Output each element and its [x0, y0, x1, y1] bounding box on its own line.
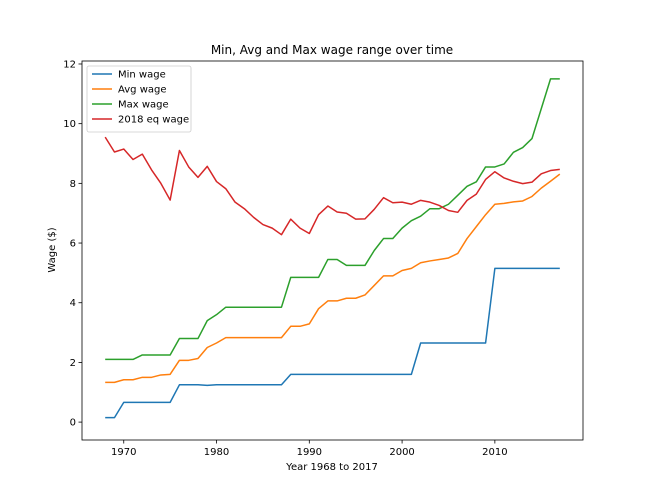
series-line-3 [104, 136, 560, 236]
legend-label: 2018 eq wage [118, 115, 189, 126]
legend-label: Min wage [118, 70, 166, 81]
y-axis-label: Wage ($) [47, 227, 58, 272]
x-tick-label: 2000 [389, 447, 414, 458]
x-tick-label: 2010 [482, 447, 507, 458]
y-tick-label: 2 [70, 358, 76, 369]
y-tick-label: 6 [70, 239, 76, 250]
plot-lines [104, 78, 561, 419]
y-axis-ticks: 0 2 4 6 8 10 12 [63, 59, 82, 429]
x-tick-label: 1990 [297, 447, 322, 458]
y-tick-label: 10 [63, 119, 76, 130]
y-tick-label: 4 [70, 298, 76, 309]
series-line-2 [105, 78, 560, 361]
legend: Min wage Avg wage Max wage 2018 eq wage [86, 65, 192, 133]
legend-label: Max wage [118, 100, 169, 111]
series-line-1 [105, 173, 561, 384]
x-axis-label: Year 1968 to 2017 [285, 462, 378, 473]
x-tick-label: 1980 [204, 447, 229, 458]
x-tick-label: 1970 [111, 447, 136, 458]
x-axis-ticks: 1970 1980 1990 2000 2010 [111, 440, 508, 458]
series-line-0 [105, 267, 560, 419]
legend-label: Avg wage [118, 85, 167, 96]
legend-box [86, 65, 192, 133]
chart-title: Min, Avg and Max wage range over time [211, 43, 453, 57]
y-tick-label: 12 [63, 59, 76, 70]
y-tick-label: 0 [70, 418, 76, 429]
y-tick-label: 8 [70, 179, 76, 190]
plot-frame [81, 60, 584, 441]
